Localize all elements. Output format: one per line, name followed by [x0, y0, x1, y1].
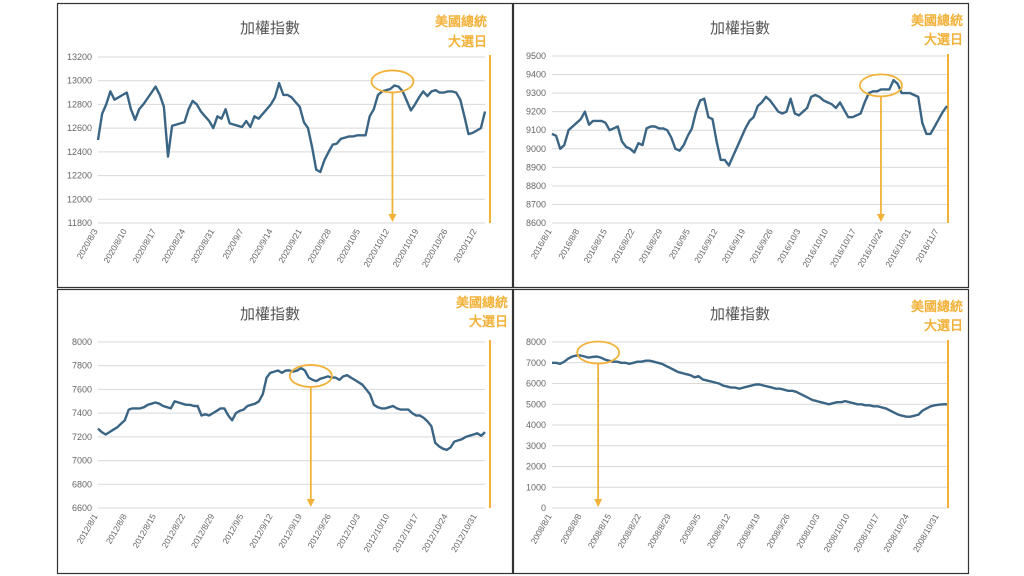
arrow-head: [594, 499, 603, 507]
chart-panel-1: 加權指數 11800 12000 12200 12400 12600 12800 13000 1…: [56, 2, 514, 289]
panel-border: [56, 288, 514, 575]
y-tick-label: 1000: [526, 482, 546, 492]
series-line: [552, 354, 947, 418]
arrow-head: [876, 214, 885, 222]
chart-title: 加權指數: [710, 305, 770, 323]
y-tick-label: 13200: [67, 52, 92, 62]
y-tick-label: 9100: [526, 125, 546, 135]
panel-border: [512, 2, 970, 289]
annotation-line-2: 大選日: [924, 32, 963, 48]
y-tick-label: 8000: [72, 337, 92, 347]
chart-panel-4: 加權指數010002000300040005000600070008000200…: [512, 288, 970, 575]
y-tick-label: 8900: [526, 162, 546, 172]
chart-panel-2: 加權指數 8600 8700 8800 8900 9000 9100 9200 9300 9400…: [512, 2, 970, 289]
y-tick-label: 9500: [526, 51, 546, 61]
y-tick-label: 11800: [68, 218, 92, 228]
annotation-line-1: 美國總統: [456, 295, 508, 311]
y-tick-label: 0: [541, 503, 546, 513]
panel-border: [56, 2, 514, 289]
y-tick-label: 8000: [526, 337, 546, 347]
y-tick-label: 7200: [72, 432, 92, 442]
annotation-line-2: 大選日: [924, 318, 963, 334]
y-tick-label: 12000: [67, 194, 92, 204]
arrow-head: [388, 214, 397, 222]
y-tick-label: 4000: [526, 420, 546, 430]
annotation-line-1: 美國總統: [911, 13, 963, 29]
y-tick-label: 7800: [72, 361, 92, 371]
y-tick-label: 9400: [526, 70, 546, 80]
chart-title: 加權指數: [240, 19, 300, 37]
y-tick-label: 12400: [67, 147, 92, 157]
y-tick-label: 9300: [526, 88, 546, 98]
y-tick-label: 8800: [526, 181, 546, 191]
y-tick-label: 6600: [72, 503, 92, 513]
y-tick-label: 13000: [67, 76, 92, 86]
y-tick-label: 7000: [526, 358, 546, 368]
y-tick-label: 7400: [72, 408, 92, 418]
y-tick-label: 7000: [72, 456, 92, 466]
series-line: [96, 81, 487, 174]
y-tick-label: 2000: [526, 462, 546, 472]
chart-panel-3: 加權指數660068007000720074007600780080002012…: [56, 288, 514, 575]
y-tick-label: 9200: [526, 107, 546, 117]
y-tick-label: 3000: [526, 441, 546, 451]
y-tick-label: 12200: [67, 171, 92, 181]
series-line: [551, 78, 948, 167]
y-tick-label: 12800: [67, 99, 92, 109]
chart-title: 加權指數: [710, 19, 770, 37]
annotation-line-1: 美國總統: [435, 14, 487, 30]
annotation-line-1: 美國總統: [911, 299, 963, 315]
annotation-line-2: 大選日: [448, 34, 487, 50]
y-tick-label: 6000: [526, 379, 546, 389]
chart-title: 加權指數: [240, 305, 300, 323]
y-tick-label: 9000: [526, 144, 546, 154]
y-tick-label: 12600: [67, 123, 92, 133]
panel-border: [512, 288, 970, 575]
y-tick-label: 7600: [72, 384, 92, 394]
arrow-head: [306, 499, 315, 507]
annotation-line-2: 大選日: [469, 314, 508, 330]
y-tick-label: 8700: [526, 199, 546, 209]
y-tick-label: 6800: [72, 479, 92, 489]
y-tick-label: 8600: [526, 218, 546, 228]
y-tick-label: 5000: [526, 399, 546, 409]
